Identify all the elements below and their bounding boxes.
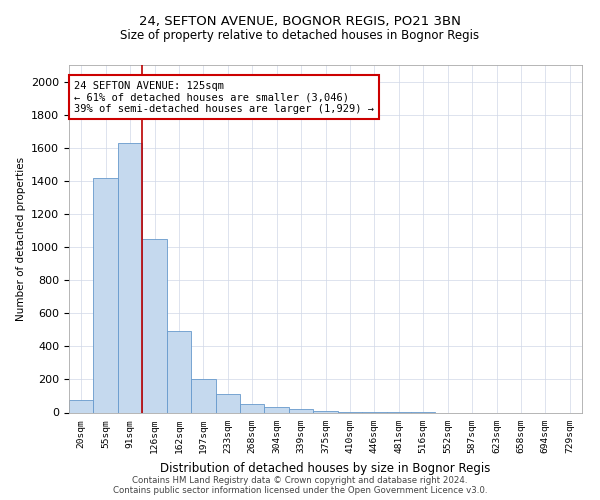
Text: Contains HM Land Registry data © Crown copyright and database right 2024.: Contains HM Land Registry data © Crown c… [132, 476, 468, 485]
Bar [240, 404, 265, 412]
Bar [265, 406, 289, 412]
Bar [94, 178, 118, 412]
Bar [69, 400, 94, 412]
Text: 24, SEFTON AVENUE, BOGNOR REGIS, PO21 3BN: 24, SEFTON AVENUE, BOGNOR REGIS, PO21 3B… [139, 15, 461, 28]
Y-axis label: Number of detached properties: Number of detached properties [16, 156, 26, 321]
Bar [191, 378, 215, 412]
Text: Size of property relative to detached houses in Bognor Regis: Size of property relative to detached ho… [121, 29, 479, 42]
Text: Contains public sector information licensed under the Open Government Licence v3: Contains public sector information licen… [113, 486, 487, 495]
Bar [289, 409, 313, 412]
Bar [167, 332, 191, 412]
Text: 24 SEFTON AVENUE: 125sqm
← 61% of detached houses are smaller (3,046)
39% of sem: 24 SEFTON AVENUE: 125sqm ← 61% of detach… [74, 80, 374, 114]
Bar [215, 394, 240, 412]
X-axis label: Distribution of detached houses by size in Bognor Regis: Distribution of detached houses by size … [160, 462, 491, 474]
Bar [118, 143, 142, 412]
Bar [313, 411, 338, 412]
Bar [142, 239, 167, 412]
